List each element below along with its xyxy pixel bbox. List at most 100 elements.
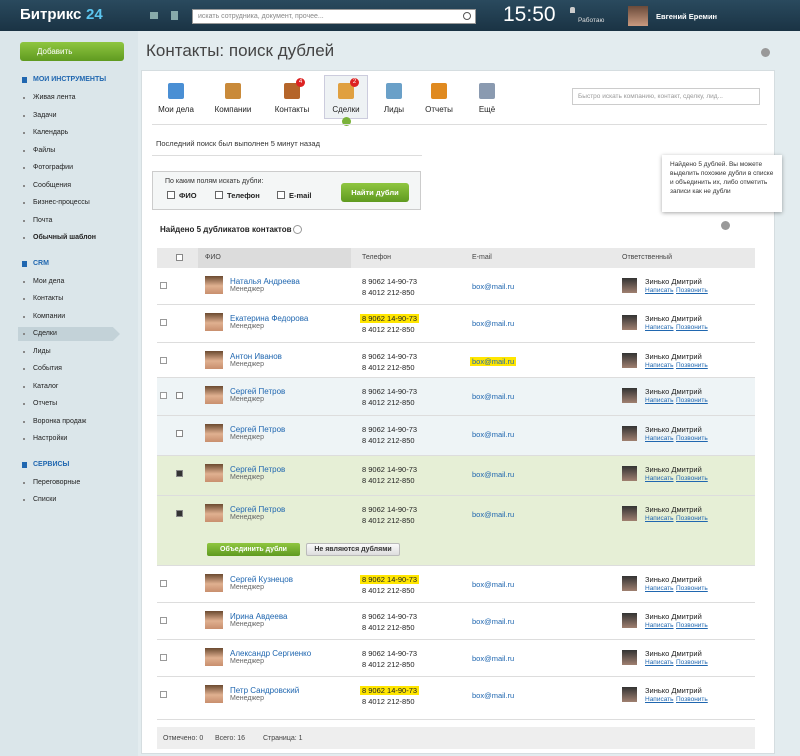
action-link[interactable]: Написать	[645, 585, 674, 592]
tab-label[interactable]: Ещё	[478, 105, 496, 114]
toggle[interactable]	[160, 357, 167, 364]
checkbox[interactable]	[215, 191, 223, 199]
sidebar-item[interactable]: Задачи	[33, 111, 57, 119]
sidebar-item[interactable]: Обычный шаблон	[33, 234, 96, 241]
sidebar-item[interactable]: Бизнес-процессы	[33, 199, 90, 206]
action-link[interactable]: Написать	[645, 397, 674, 404]
merge-button[interactable]: Объединить дубли	[207, 543, 300, 556]
action-link[interactable]: Позвонить	[676, 515, 708, 522]
email[interactable]: box@mail.ru	[472, 392, 515, 401]
action-link[interactable]: Позвонить	[676, 362, 708, 369]
find-button[interactable]: Найти дубли	[341, 183, 409, 202]
checkbox[interactable]	[277, 191, 285, 199]
section-title[interactable]: СЕРВИСЫ	[33, 460, 70, 468]
tab-label[interactable]: Отчеты	[425, 105, 453, 114]
email[interactable]: box@mail.ru	[472, 470, 515, 479]
not-duplicate-button[interactable]: Не являются дублями	[306, 543, 400, 556]
column-header[interactable]: ФИО	[205, 254, 221, 261]
toggle[interactable]	[160, 691, 167, 698]
sidebar-item[interactable]: Настройки	[33, 435, 68, 442]
contact-name[interactable]: Антон Иванов	[230, 352, 282, 361]
checkbox[interactable]	[167, 191, 175, 199]
action-link[interactable]: Позвонить	[676, 696, 708, 703]
sidebar-item[interactable]: Календарь	[33, 129, 69, 136]
tab-label[interactable]: Лиды	[383, 105, 405, 114]
row-checkbox[interactable]	[176, 430, 183, 437]
add-button[interactable]: Добавить	[20, 42, 124, 61]
sidebar-item[interactable]: Контакты	[33, 295, 64, 302]
sidebar-item[interactable]: Файлы	[33, 146, 56, 154]
email[interactable]: box@mail.ru	[472, 580, 515, 589]
sidebar-item[interactable]: Компании	[33, 312, 66, 320]
contact-name[interactable]: Александр Сергиенко	[230, 649, 312, 658]
section-title[interactable]: CRM	[33, 259, 49, 267]
contact-name[interactable]: Сергей Кузнецов	[230, 575, 293, 584]
sidebar-item[interactable]: Фотографии	[33, 164, 74, 171]
action-link[interactable]: Написать	[645, 287, 674, 294]
action-link[interactable]: Позвонить	[676, 324, 708, 331]
contact-name[interactable]: Сергей Петров	[230, 425, 286, 434]
sidebar-item[interactable]: Мои дела	[33, 277, 65, 285]
toggle[interactable]	[160, 282, 167, 289]
toggle[interactable]	[160, 580, 167, 587]
sidebar-item[interactable]: Каталог	[33, 382, 59, 390]
action-link[interactable]: Позвонить	[676, 435, 708, 442]
column-header[interactable]: Телефон	[362, 254, 392, 261]
action-link[interactable]: Написать	[645, 475, 674, 482]
email[interactable]: box@mail.ru	[472, 617, 515, 626]
row-checkbox[interactable]	[176, 392, 183, 399]
action-link[interactable]: Позвонить	[676, 287, 708, 294]
toggle[interactable]	[160, 319, 167, 326]
column-header[interactable]: Ответственный	[622, 254, 672, 261]
email[interactable]: box@mail.ru	[472, 654, 515, 663]
sidebar-item[interactable]: Лиды	[33, 347, 51, 355]
email[interactable]: box@mail.ru	[472, 510, 515, 519]
action-link[interactable]: Позвонить	[676, 585, 708, 592]
contact-name[interactable]: Сергей Петров	[230, 505, 286, 514]
sidebar-item[interactable]: События	[33, 365, 62, 372]
action-link[interactable]: Позвонить	[676, 659, 708, 666]
sidebar-item[interactable]: Списки	[33, 496, 57, 503]
column-header[interactable]: E-mail	[472, 254, 492, 261]
contact-name[interactable]: Ирина Авдеева	[230, 612, 288, 621]
toggle[interactable]	[160, 617, 167, 624]
toggle[interactable]	[160, 654, 167, 661]
header-checkbox[interactable]	[176, 254, 183, 261]
sidebar-item[interactable]: Почта	[33, 216, 53, 224]
action-link[interactable]: Написать	[645, 515, 674, 522]
action-link[interactable]: Написать	[645, 622, 674, 629]
sidebar-item[interactable]: Воронка продаж	[33, 417, 87, 425]
toggle[interactable]	[160, 392, 167, 399]
sidebar-item[interactable]: Отчеты	[33, 400, 58, 407]
contact-name[interactable]: Петр Сандровский	[230, 686, 300, 695]
sidebar-item[interactable]: Сообщения	[33, 181, 71, 189]
action-link[interactable]: Позвонить	[676, 622, 708, 629]
section-title[interactable]: МОИ ИНСТРУМЕНТЫ	[33, 76, 107, 83]
contact-name[interactable]: Екатерина Федорова	[230, 314, 309, 323]
contact-name[interactable]: Сергей Петров	[230, 387, 286, 396]
contact-name[interactable]: Наталья Андреева	[230, 277, 300, 286]
sidebar-item[interactable]: Живая лента	[33, 94, 76, 101]
tab-label[interactable]: Сделки	[332, 105, 360, 114]
action-link[interactable]: Написать	[645, 696, 674, 703]
contact-name[interactable]: Сергей Петров	[230, 465, 286, 474]
action-link[interactable]: Написать	[645, 659, 674, 666]
tab-label[interactable]: Контакты	[274, 105, 310, 114]
action-link[interactable]: Позвонить	[676, 475, 708, 482]
action-link[interactable]: Позвонить	[676, 397, 708, 404]
status[interactable]: Работаю	[578, 17, 605, 24]
header-search[interactable]: искать сотрудника, документ, прочее...	[192, 9, 476, 24]
email[interactable]: box@mail.ru	[472, 430, 515, 439]
sidebar-item[interactable]: Сделки	[33, 330, 57, 337]
tab-label[interactable]: Мои дела	[158, 105, 194, 114]
action-link[interactable]: Написать	[645, 362, 674, 369]
quick-search[interactable]: Быстро искать компанию, контакт, сделку,…	[572, 88, 760, 105]
sidebar-item[interactable]: Переговорные	[33, 478, 81, 486]
action-link[interactable]: Написать	[645, 324, 674, 331]
action-link[interactable]: Написать	[645, 435, 674, 442]
user-name[interactable]: Евгений Еремин	[656, 12, 718, 21]
email[interactable]: box@mail.ru	[472, 691, 515, 700]
email[interactable]: box@mail.ru	[470, 357, 517, 366]
tab-label[interactable]: Компании	[214, 105, 252, 114]
email[interactable]: box@mail.ru	[472, 282, 515, 291]
